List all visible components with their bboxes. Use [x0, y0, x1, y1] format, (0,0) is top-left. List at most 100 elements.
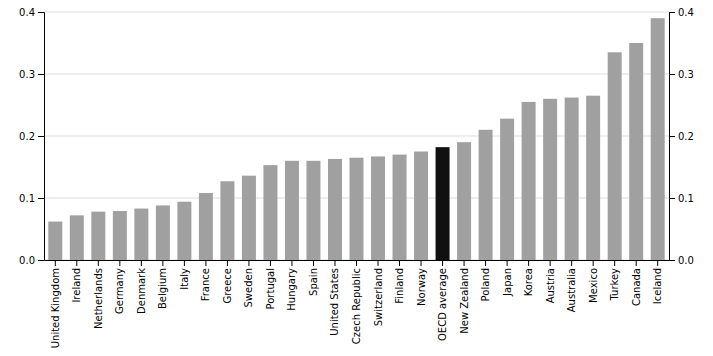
y-tick-mark [38, 136, 44, 137]
x-tick-mark [507, 260, 508, 266]
x-tick: Italy [179, 260, 190, 290]
bar [199, 193, 213, 260]
y-axis: 0.00.10.20.30.4 [19, 7, 44, 266]
x-tick-mark [248, 260, 249, 266]
x-tick-label: Hungary [286, 268, 297, 311]
x-tick-mark [141, 260, 142, 266]
x-tick: Switzerland [373, 260, 384, 326]
x-tick-label: Australia [566, 268, 577, 312]
bar [134, 209, 148, 260]
y2-tick-label: 0.4 [678, 7, 694, 18]
x-tick: France [200, 260, 211, 301]
y2-tick-mark [669, 260, 675, 261]
x-axis: United KingdomIrelandNetherlandsGermanyD… [45, 260, 670, 348]
x-tick-label: Mexico [588, 268, 599, 303]
x-tick: Austria [545, 260, 556, 303]
bar [479, 130, 493, 260]
bar [177, 202, 191, 260]
x-tick-mark [55, 260, 56, 266]
y-tick-label: 0.2 [19, 131, 35, 142]
bar [242, 176, 256, 260]
bar [543, 99, 557, 260]
y2-axis-line [670, 13, 676, 261]
x-tick-mark [334, 260, 335, 266]
y-tick-label: 0.3 [19, 69, 35, 80]
bar [285, 161, 299, 260]
x-tick-mark [291, 260, 292, 266]
x-tick-mark [227, 260, 228, 266]
bar [586, 96, 600, 260]
x-tick-label: Ireland [71, 268, 82, 303]
x-tick-mark [614, 260, 615, 266]
x-tick-label: Canada [631, 268, 642, 306]
y-tick-label: 0.0 [19, 255, 35, 266]
y-tick-label: 0.1 [19, 193, 35, 204]
y2-tick: 0.4 [669, 7, 694, 18]
x-tick: Mexico [588, 260, 599, 303]
x-tick-mark [98, 260, 99, 266]
x-tick: Iceland [652, 260, 663, 304]
x-tick-label: Portugal [265, 268, 276, 309]
x-tick: Denmark [136, 260, 147, 314]
x-tick-mark [421, 260, 422, 266]
x-tick: Czech Republic [351, 260, 362, 344]
x-tick: Sweden [243, 260, 254, 308]
bar [651, 18, 665, 260]
x-tick-mark [550, 260, 551, 266]
y-axis-line [38, 13, 45, 261]
x-tick-label: Turkey [609, 268, 620, 302]
bar [48, 222, 62, 260]
x-tick-mark [442, 260, 443, 266]
bar [608, 52, 622, 260]
y2-tick: 0.1 [669, 193, 694, 204]
bars [48, 18, 664, 260]
bar [113, 211, 127, 260]
bar [414, 152, 428, 261]
x-tick-mark [184, 260, 185, 266]
bar [350, 158, 364, 260]
x-tick: United States [329, 260, 340, 336]
bar [156, 205, 170, 260]
chart-svg: United KingdomIrelandNetherlandsGermanyD… [0, 0, 713, 356]
x-tick-label: Poland [480, 268, 491, 301]
x-tick: Norway [416, 260, 427, 306]
bar [629, 43, 643, 260]
bar [328, 159, 342, 260]
x-tick-label: Finland [394, 268, 405, 304]
x-tick-label: Austria [545, 268, 556, 303]
x-tick: Australia [566, 260, 577, 312]
y-tick: 0.0 [19, 255, 44, 266]
y2-axis: 0.0 0.1 0.2 0.3 0.4 [669, 7, 694, 266]
x-tick: Finland [394, 260, 405, 304]
bar [70, 215, 84, 260]
x-tick-mark [636, 260, 637, 266]
y2-tick-mark [669, 198, 675, 199]
y2-tick-mark [669, 12, 675, 13]
y2-tick: 0.2 [669, 131, 694, 142]
x-tick: Ireland [71, 260, 82, 303]
x-tick: Belgium [157, 260, 168, 309]
y-tick: 0.2 [19, 131, 44, 142]
y2-tick-label: 0.3 [678, 69, 694, 80]
x-tick-label: Belgium [157, 268, 168, 309]
bar [522, 102, 536, 260]
y2-tick-mark [669, 74, 675, 75]
x-tick-label: Greece [222, 268, 233, 304]
y2-tick-label: 0.0 [678, 255, 694, 266]
x-tick: Spain [308, 260, 319, 296]
y-tick-mark [38, 74, 44, 75]
bar [500, 119, 514, 260]
y2-tick-label: 0.1 [678, 193, 694, 204]
x-tick-label: Iceland [652, 268, 663, 304]
x-tick-label: Spain [308, 268, 319, 296]
y2-tick-label: 0.2 [678, 131, 694, 142]
grid-line [44, 12, 669, 13]
x-tick-mark [571, 260, 572, 266]
x-tick-mark [356, 260, 357, 266]
x-tick-mark [485, 260, 486, 266]
bar [565, 98, 579, 260]
x-tick: Portugal [265, 260, 276, 309]
x-tick-mark [464, 260, 465, 266]
y-tick: 0.1 [19, 193, 44, 204]
y-tick: 0.3 [19, 69, 44, 80]
